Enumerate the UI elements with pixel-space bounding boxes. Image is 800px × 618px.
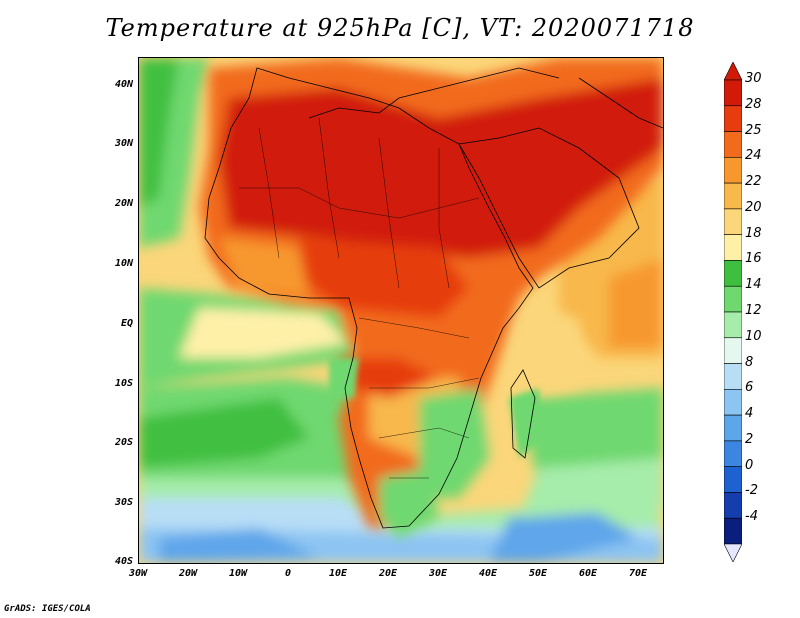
lat-tick-label: 10S (114, 378, 133, 389)
lon-tick-label: 10E (328, 568, 348, 579)
map-title: Temperature at 925hPa [C], VT: 202007171… (105, 14, 695, 42)
lat-tick-label: 40S (114, 556, 133, 567)
colorbar-swatch (724, 234, 742, 261)
colorbar-swatch (724, 440, 742, 467)
lon-tick-label: 40E (478, 568, 498, 579)
lon-tick-label: 50E (528, 568, 548, 579)
lon-tick-label: 30W (128, 568, 148, 579)
colorbar-label: 2 (745, 431, 754, 447)
colorbar-swatch (724, 79, 742, 107)
lon-tick-label: 10W (228, 568, 248, 579)
colorbar-over-triangle (724, 62, 742, 81)
colorbar-swatch (724, 260, 742, 287)
colorbar-swatch (724, 414, 742, 442)
colorbar-label: 10 (745, 328, 762, 344)
lat-tick-label: 20N (114, 198, 133, 209)
lon-tick-label: 30E (428, 568, 448, 579)
colorbar-label: 20 (745, 199, 762, 215)
country-borders (239, 117, 480, 479)
colorbar-swatch (724, 363, 742, 390)
colorbar-swatch (724, 105, 742, 132)
lat-tick-label: 10N (114, 258, 133, 269)
credit-text: GrADS: IGES/COLA (4, 604, 91, 614)
lat-tick-label: 30N (114, 138, 133, 149)
colorbar-under-triangle (724, 543, 742, 562)
lon-tick-label: 20E (378, 568, 398, 579)
colorbar-label: 25 (745, 122, 762, 138)
colorbar-label: 8 (745, 354, 754, 370)
lat-tick-label: 30S (114, 497, 133, 508)
colorbar-swatch (724, 389, 742, 416)
temperature-field (139, 58, 663, 563)
lat-tick-label: 20S (114, 437, 133, 448)
colorbar (724, 62, 742, 562)
lon-tick-label: 20W (178, 568, 198, 579)
lat-tick-label: EQ (120, 318, 133, 329)
lon-tick-label: 60E (578, 568, 598, 579)
lat-tick-label: 40N (114, 79, 133, 90)
colorbar-swatch (724, 208, 742, 235)
colorbar-label: 24 (745, 148, 762, 164)
colorbar-swatch (724, 131, 742, 158)
colorbar-label: 28 (745, 96, 762, 112)
colorbar-label: 14 (745, 277, 762, 293)
lon-tick-label: 70E (628, 568, 648, 579)
colorbar-label: 4 (745, 406, 754, 422)
colorbar-label: -2 (745, 483, 758, 499)
colorbar-swatch (724, 182, 742, 210)
colorbar-label: 6 (745, 380, 754, 396)
colorbar-swatch (724, 337, 742, 364)
colorbar-label: 16 (745, 251, 762, 267)
coastlines (204, 67, 663, 529)
colorbar-swatch (724, 517, 742, 545)
colorbar-label: 30 (745, 71, 762, 86)
colorbar-swatch (724, 492, 742, 519)
colorbar-swatch (724, 157, 742, 184)
colorbar-label: 18 (745, 225, 762, 241)
colorbar-label: 22 (745, 174, 762, 190)
lon-tick-label: 0 (284, 568, 292, 579)
colorbar-label: 12 (745, 303, 762, 318)
colorbar-swatch (724, 311, 742, 339)
colorbar-label: -4 (745, 509, 758, 525)
temperature-map (138, 57, 664, 564)
colorbar-label: 0 (745, 457, 754, 473)
colorbar-swatch (724, 285, 742, 313)
colorbar-swatch (724, 466, 742, 493)
